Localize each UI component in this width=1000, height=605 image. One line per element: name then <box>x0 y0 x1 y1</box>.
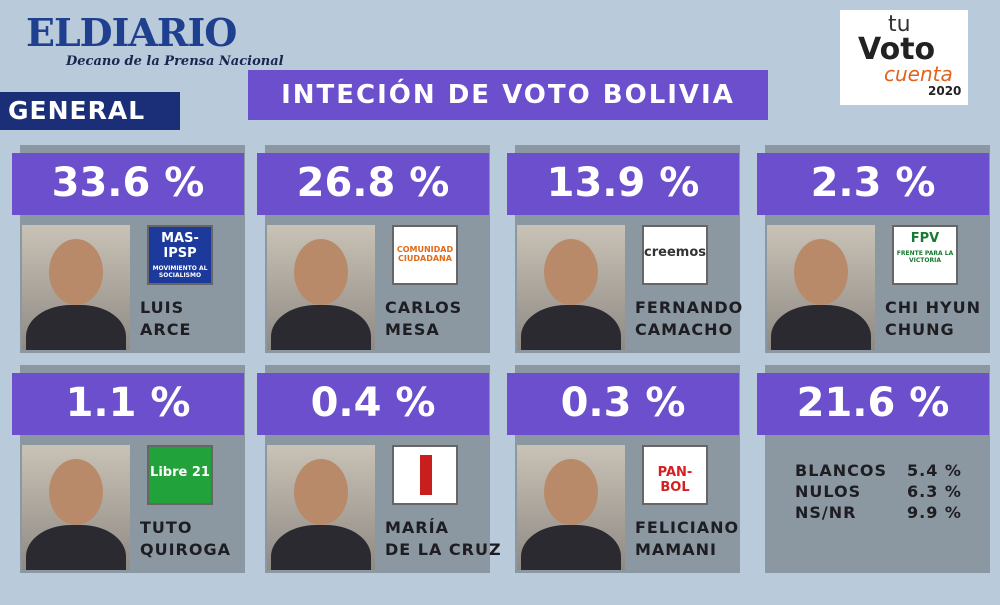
other-value: 6.3 % <box>907 482 962 501</box>
candidate-name: TUTO <box>140 518 193 537</box>
photo-head <box>294 239 348 305</box>
tagline: Decano de la Prensa Nacional <box>66 54 284 69</box>
percent-banner: 2.3 % <box>757 153 989 215</box>
photo-body <box>26 525 126 570</box>
candidate-name: MARÍA <box>385 518 449 537</box>
candidate-name: MESA <box>385 320 440 339</box>
candidate-photo <box>517 445 625 570</box>
badge-tu: tu <box>888 12 911 37</box>
candidate-name: CARLOS <box>385 298 463 317</box>
photo-body <box>26 305 126 350</box>
party-name: COMUNIDAD CIUDADANA <box>396 245 454 263</box>
photo-body <box>521 525 621 570</box>
candidate-name: CHUNG <box>885 320 955 339</box>
candidate-name: FELICIANO <box>635 518 740 537</box>
candidate-name: LUIS <box>140 298 185 317</box>
other-label: NS/NR <box>795 503 857 522</box>
party-name: MAS-IPSP <box>161 231 199 261</box>
badge-cuenta: cuenta <box>884 62 953 86</box>
candidate-name: CHI HYUN <box>885 298 982 317</box>
candidate-name: MAMANI <box>635 540 717 559</box>
party-logo <box>392 445 458 505</box>
candidate-name: ARCE <box>140 320 192 339</box>
candidate-name: DE LA CRUZ <box>385 540 502 559</box>
party-name: creemos <box>644 245 706 260</box>
candidate-photo <box>22 445 130 570</box>
candidate-name: FERNANDO <box>635 298 744 317</box>
badge-year: 2020 <box>928 84 962 98</box>
party-logo: FPV FRENTE PARA LA VICTORIA <box>892 225 958 285</box>
party-logo: Libre 21 <box>147 445 213 505</box>
party-logo: COMUNIDAD CIUDADANA <box>392 225 458 285</box>
section-label: GENERAL <box>0 92 180 130</box>
logo: ELDIARIO <box>26 10 237 55</box>
party-arrow <box>420 455 432 495</box>
other-label: NULOS <box>795 482 862 501</box>
party-logo: PAN-BOL <box>642 445 708 505</box>
candidate-photo <box>267 225 375 350</box>
badge: tu Voto cuenta 2020 <box>840 10 968 105</box>
party-subtitle: FRENTE PARA LA VICTORIA <box>896 250 954 264</box>
photo-body <box>271 525 371 570</box>
percent-banner: 26.8 % <box>257 153 489 215</box>
percent-banner: 33.6 % <box>12 153 244 215</box>
party-name: Libre 21 <box>150 465 210 480</box>
photo-head <box>294 459 348 525</box>
photo-body <box>271 305 371 350</box>
party-subtitle: MOVIMIENTO AL SOCIALISMO <box>152 265 208 279</box>
photo-head <box>49 239 103 305</box>
photo-body <box>771 305 871 350</box>
other-label: BLANCOS <box>795 461 888 480</box>
candidate-name: QUIROGA <box>140 540 231 559</box>
other-value: 5.4 % <box>907 461 962 480</box>
candidate-name: CAMACHO <box>635 320 734 339</box>
party-name: PAN-BOL <box>657 465 693 495</box>
party-logo: MAS-IPSP MOVIMIENTO AL SOCIALISMO <box>147 225 213 285</box>
photo-head <box>544 459 598 525</box>
other-value: 9.9 % <box>907 503 962 522</box>
party-name: FPV <box>910 231 940 246</box>
percent-banner: 13.9 % <box>507 153 739 215</box>
candidate-photo <box>267 445 375 570</box>
percent-banner: 1.1 % <box>12 373 244 435</box>
percent-banner: 0.4 % <box>257 373 489 435</box>
party-logo: creemos <box>642 225 708 285</box>
percent-banner: 21.6 % <box>757 373 989 435</box>
percent-banner: 0.3 % <box>507 373 739 435</box>
photo-head <box>49 459 103 525</box>
candidate-photo <box>517 225 625 350</box>
photo-head <box>794 239 848 305</box>
candidate-photo <box>767 225 875 350</box>
photo-head <box>544 239 598 305</box>
candidate-photo <box>22 225 130 350</box>
badge-voto: Voto <box>858 32 936 67</box>
photo-body <box>521 305 621 350</box>
title-banner: INTECIÓN DE VOTO BOLIVIA <box>248 70 768 120</box>
